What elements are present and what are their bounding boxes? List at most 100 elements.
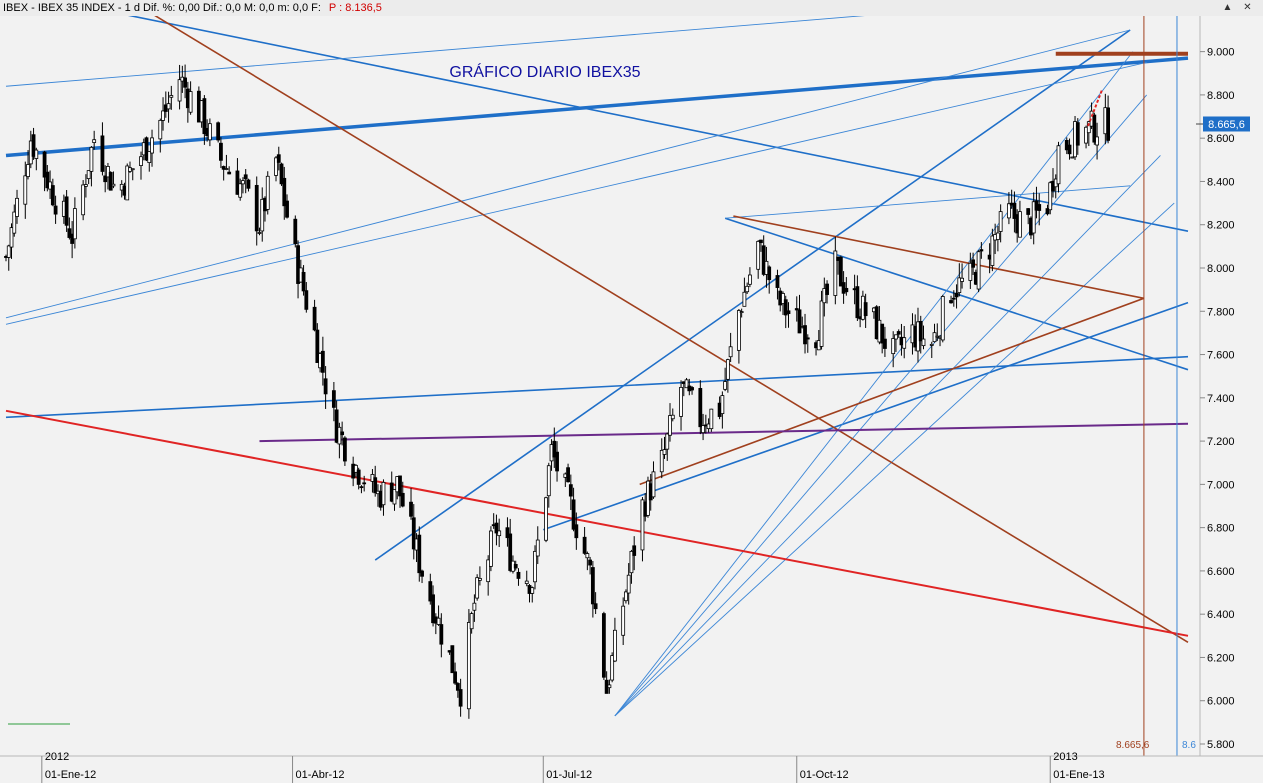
candle <box>139 151 143 180</box>
y-tick-label: 6.200 <box>1207 652 1235 664</box>
y-tick-label: 6.600 <box>1207 566 1235 578</box>
candle <box>279 162 284 186</box>
candle <box>26 150 30 180</box>
candle <box>571 487 576 532</box>
candle <box>50 178 55 207</box>
candle <box>530 586 535 603</box>
candle <box>863 293 868 328</box>
y-tick-label: 6.400 <box>1207 609 1235 621</box>
last-price-box <box>1203 116 1250 132</box>
candle <box>621 597 626 645</box>
candle <box>954 284 959 309</box>
candle <box>177 64 182 110</box>
candle <box>640 497 645 562</box>
candle <box>420 569 424 584</box>
last-price-marker: 8.665,6 <box>1196 116 1250 132</box>
candle <box>979 242 984 259</box>
minimize-icon[interactable]: ▲ <box>1222 2 1233 13</box>
candle <box>582 527 587 555</box>
candle <box>103 165 108 193</box>
candle <box>111 171 116 189</box>
candle <box>626 563 631 605</box>
candle <box>1007 192 1011 225</box>
candle <box>243 169 248 194</box>
y-tick-label: 6.000 <box>1207 696 1235 708</box>
candle <box>684 377 689 389</box>
candle <box>794 296 799 322</box>
candle <box>825 280 829 304</box>
candle <box>1095 122 1099 160</box>
candle <box>400 481 405 508</box>
window-title: IBEX - IBEX 35 INDEX - 1 d Dif. %: 0,00 … <box>3 0 382 16</box>
candle <box>241 177 245 194</box>
candle <box>64 190 69 232</box>
candle <box>902 325 907 359</box>
candle <box>439 613 444 658</box>
candle <box>574 512 579 550</box>
candle <box>342 436 347 466</box>
candle <box>566 463 570 483</box>
candle <box>72 197 77 249</box>
candle <box>81 180 86 221</box>
candle <box>238 178 243 201</box>
candle <box>739 308 744 318</box>
close-icon[interactable]: ✕ <box>1243 2 1252 13</box>
candle <box>1056 141 1061 193</box>
candle <box>544 496 548 543</box>
candle <box>668 403 672 442</box>
price-chart[interactable]: 9.000 8.800 8.600 8.400 8.200 8.000 7.800 7.600… <box>0 16 1263 783</box>
candle <box>951 290 956 307</box>
candle <box>219 137 223 169</box>
candle <box>42 150 47 192</box>
candle <box>359 485 364 494</box>
candle <box>260 187 265 242</box>
y-tick-label: 7.600 <box>1207 350 1235 362</box>
candle <box>356 467 361 490</box>
candle <box>1106 95 1110 144</box>
candle <box>86 170 91 185</box>
candle <box>555 441 559 482</box>
y-tick-label: 8.800 <box>1207 90 1235 102</box>
x-tick-label: 01-Ene-13 <box>1053 769 1104 781</box>
candle <box>797 294 802 334</box>
candle <box>1026 208 1031 225</box>
candle <box>759 239 763 252</box>
trend-lines <box>5 16 1189 756</box>
candle <box>524 570 529 587</box>
x-tick-labels: 01-Ene-12 01-Abr-12 01-Jul-12 01-Oct-12 01-E… <box>41 751 1105 783</box>
candle <box>392 489 397 511</box>
candle <box>497 518 502 548</box>
candle <box>301 265 306 296</box>
candle <box>535 526 540 565</box>
candle <box>436 605 441 626</box>
candle <box>745 282 750 294</box>
candle <box>632 536 637 571</box>
candle <box>767 265 772 294</box>
candle <box>568 474 573 511</box>
candle <box>761 235 766 277</box>
candle <box>844 277 849 296</box>
y-tick-label: 9.000 <box>1207 47 1235 59</box>
candle <box>227 166 232 175</box>
candle <box>833 236 838 305</box>
title-bar: IBEX - IBEX 35 INDEX - 1 d Dif. %: 0,00 … <box>0 0 1263 17</box>
candle <box>166 91 171 123</box>
candle <box>274 155 278 182</box>
candle <box>458 678 463 717</box>
candle <box>593 592 598 615</box>
x-tick-label: 01-Oct-12 <box>800 769 849 781</box>
year-label: 2013 <box>1053 751 1077 763</box>
candle <box>254 176 259 246</box>
candle <box>100 122 105 176</box>
candle <box>949 295 953 304</box>
candle <box>805 334 810 353</box>
candle <box>1092 112 1097 145</box>
candle <box>89 146 94 187</box>
trend-line-10 <box>614 51 1134 717</box>
trend-line-16 <box>733 215 1145 300</box>
candle <box>896 329 901 338</box>
candle <box>472 594 477 622</box>
candle <box>312 299 317 332</box>
candle <box>130 168 135 181</box>
candle <box>125 163 130 201</box>
